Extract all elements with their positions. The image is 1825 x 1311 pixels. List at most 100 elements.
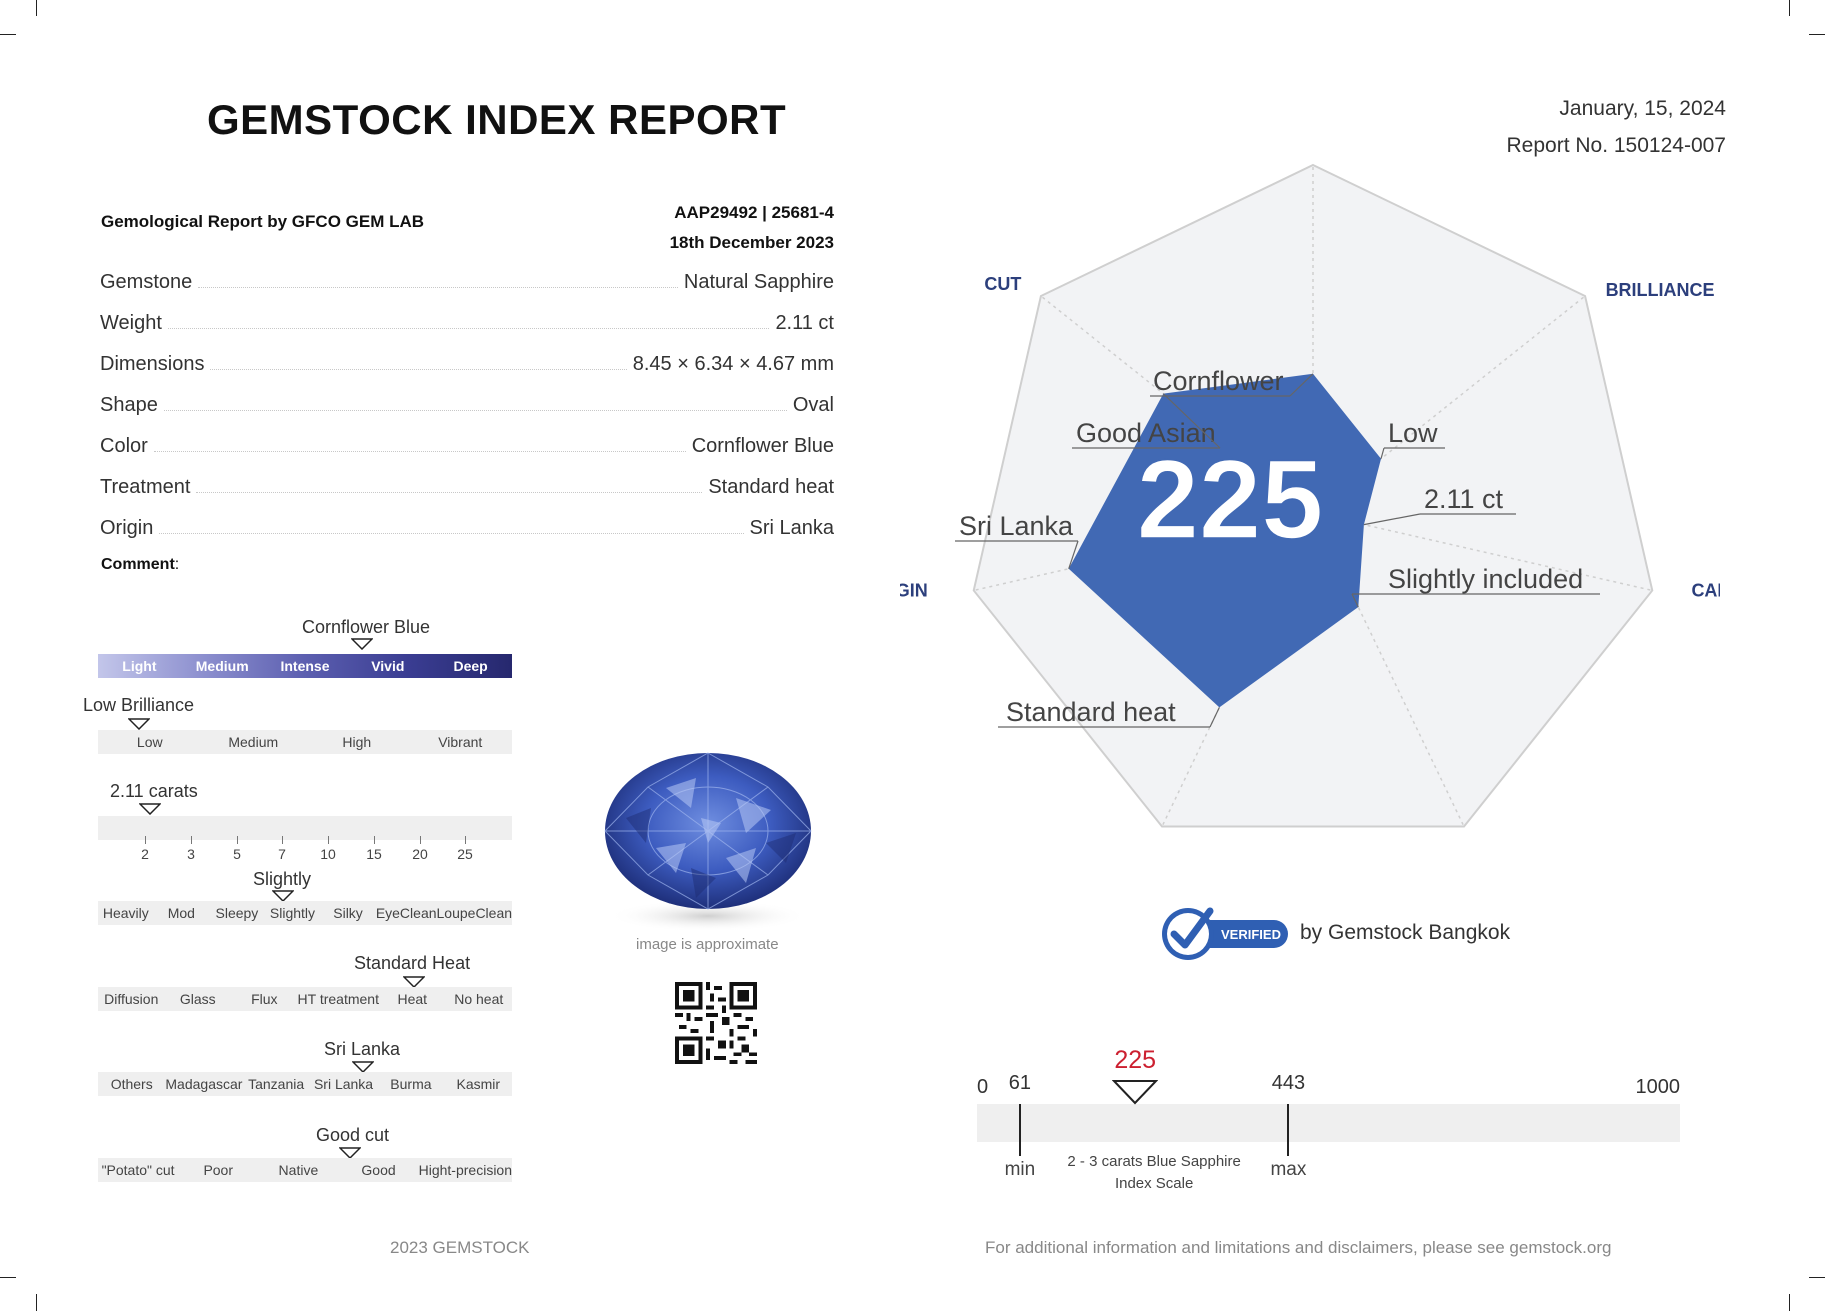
radar-callout-label: 2.11 ct — [1424, 484, 1504, 514]
carat-tick-label: 25 — [457, 846, 473, 862]
index-scale-caption: 2 - 3 carats Blue Sapphire Index Scale — [1067, 1153, 1241, 1192]
clarity-scale-item: Silky — [333, 905, 363, 921]
index-min-caption: min — [1004, 1159, 1036, 1180]
spec-label: Treatment — [100, 476, 191, 498]
spec-row-treatment: Treatment Standard heat — [100, 469, 834, 499]
carat-tick-label: 20 — [412, 846, 428, 862]
lab-ref-number: AAP29492 | 25681-4 — [674, 203, 834, 222]
crop-mark — [1789, 0, 1790, 16]
color-scale-item: Intense — [280, 658, 330, 674]
clarity-scale-item: Sleepy — [215, 905, 259, 921]
spec-row-color: Color Cornflower Blue — [100, 428, 834, 458]
cut-scale-item: Native — [278, 1162, 319, 1178]
spec-row-origin: Origin Sri Lanka — [100, 510, 834, 540]
leader-dots — [196, 492, 703, 493]
spec-row-weight: Weight 2.11 ct — [100, 305, 834, 335]
carat-tick-label: 7 — [278, 846, 286, 862]
report-title: GEMSTOCK INDEX REPORT — [207, 96, 787, 143]
spec-label: Shape — [100, 394, 158, 416]
carats-scale-bar — [98, 816, 512, 840]
origin-scale-item: Others — [110, 1076, 153, 1092]
carat-tick — [420, 836, 421, 844]
qr-code — [675, 982, 757, 1064]
radar-callout-label: Cornflower — [1153, 366, 1284, 396]
clarity-scale-item: Heavily — [102, 905, 149, 921]
brilliance-marker-label: Low Brilliance — [83, 695, 195, 715]
index-range-max-label: 443 — [1271, 1072, 1306, 1094]
cut-scale-item: "Potato" cut — [101, 1162, 175, 1178]
treatment-scale-item: Glass — [179, 991, 216, 1007]
clarity-marker-label: Slightly — [253, 869, 312, 889]
clarity-scale-item: Mod — [167, 905, 195, 921]
sapphire-image — [604, 752, 812, 932]
spec-row-dimensions: Dimensions 8.45 × 6.34 × 4.67 mm — [100, 346, 834, 376]
spec-value: Cornflower Blue — [691, 435, 834, 457]
carat-tick-label: 3 — [187, 846, 195, 862]
lab-ref-date: 18th December 2023 — [669, 233, 834, 252]
spec-label: Color — [100, 435, 148, 457]
color-scale-item: Medium — [195, 658, 249, 674]
radar-spoke — [1312, 512, 1653, 592]
brilliance-scale-item: Low — [136, 734, 163, 750]
carat-tick — [282, 836, 283, 844]
leader-dots — [167, 328, 770, 329]
carats-ticks: 2 3 5 7 10 15 20 25 — [98, 836, 512, 862]
radar-callout-label: Slightly included — [1388, 564, 1583, 594]
crop-mark — [1809, 34, 1825, 35]
leader-dots — [153, 451, 686, 452]
radar-callout-leader — [1209, 707, 1220, 728]
carats-marker-label: 2.11 carats — [110, 781, 198, 801]
clarity-marker-triangle — [272, 890, 294, 902]
radar-chart: COLORBRILLIANCECARATSCLARITYTREATMENTORI… — [900, 163, 1720, 828]
radar-callout-label: Sri Lanka — [959, 511, 1074, 541]
carat-tick-label: 2 — [141, 846, 149, 862]
clarity-scale-item: LoupeClean — [436, 905, 513, 921]
crop-mark — [0, 1277, 16, 1278]
color-scale-item: Light — [122, 658, 157, 674]
carat-tick-label: 5 — [233, 846, 241, 862]
crop-mark — [36, 1294, 37, 1311]
carat-tick — [465, 836, 466, 844]
index-max-caption: max — [1270, 1159, 1307, 1180]
clarity-scale-item: EyeClean — [375, 905, 437, 921]
radar-axis-labels: COLORBRILLIANCECARATSCLARITYTREATMENTORI… — [900, 274, 1720, 600]
index-range-min-line — [1018, 1104, 1021, 1156]
radar-axis-label: ORIGIN — [900, 580, 928, 600]
radar-callout-leader — [1351, 593, 1359, 608]
index-max-label: 1000 — [1635, 1076, 1681, 1098]
cut-scale-item: Hight-precision — [418, 1162, 512, 1178]
treatment-marker-triangle — [403, 976, 425, 988]
lab-title: Gemological Report by GFCO GEM LAB — [101, 212, 425, 231]
index-range-max-line — [1287, 1104, 1290, 1156]
radar-callout-leader — [1068, 540, 1079, 569]
color-scale-item: Vivid — [371, 658, 405, 674]
radar-value-shape — [1068, 373, 1382, 708]
comment-label: Comment: — [101, 556, 180, 573]
radar-axis-label: BRILLIANCE — [1606, 280, 1715, 300]
cut-marker-triangle — [339, 1147, 361, 1159]
origin-scale-bar: Others Madagascar Tanzania Sri Lanka Bur… — [98, 1072, 512, 1096]
leader-dots — [198, 287, 678, 288]
radar-callouts: Cornflower Low 2.11 ct Slightly included Sta… — [955, 366, 1600, 728]
spec-value: Sri Lanka — [749, 517, 835, 539]
carat-tick — [374, 836, 375, 844]
footer-disclaimer: For additional information and limitatio… — [985, 1238, 1612, 1257]
carat-tick — [237, 836, 238, 844]
leader-dots — [210, 369, 627, 370]
index-min-label: 0 — [977, 1076, 989, 1098]
lab-reference: AAP29492 | 25681-4 18th December 2023 — [670, 198, 834, 258]
cut-marker-label: Good cut — [316, 1125, 390, 1145]
spec-label: Dimensions — [100, 353, 205, 375]
verified-badge: VERIFIED — [1162, 907, 1288, 960]
leader-dots — [159, 533, 744, 534]
treatment-scale-item: No heat — [454, 991, 504, 1007]
carat-tick — [145, 836, 146, 844]
spec-value: 8.45 × 6.34 × 4.67 mm — [632, 353, 834, 375]
carat-tick — [191, 836, 192, 844]
spec-value: Oval — [792, 394, 834, 416]
footer-copyright: 2023 GEMSTOCK — [390, 1238, 530, 1257]
origin-scale-item: Burma — [390, 1076, 432, 1092]
color-scale-bar: Light Medium Intense Vivid Deep — [98, 654, 512, 678]
brilliance-scale-item: Medium — [228, 734, 279, 750]
treatment-scale-bar: Diffusion Glass Flux HT treatment Heat N… — [98, 987, 512, 1011]
